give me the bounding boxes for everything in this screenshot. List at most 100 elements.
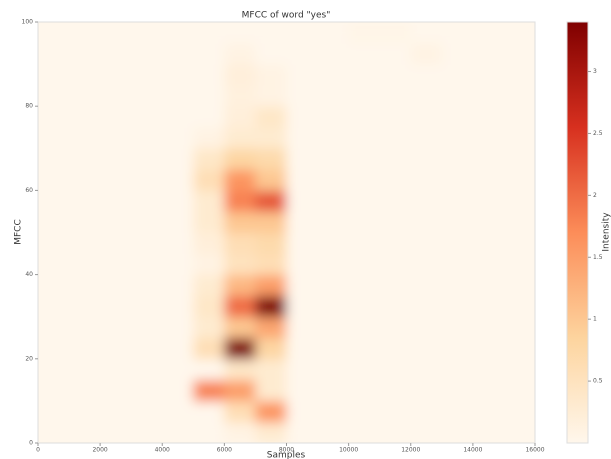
x-tick-label: 14000 <box>463 447 482 454</box>
heatmap-cell <box>100 127 132 149</box>
heatmap-cell <box>442 401 474 423</box>
heatmap-cell <box>69 64 101 86</box>
heatmap-cell <box>442 64 474 86</box>
heatmap-cell <box>38 64 70 86</box>
heatmap-cell <box>442 85 474 107</box>
heatmap-cell <box>411 275 443 297</box>
heatmap-cell <box>411 190 443 212</box>
heatmap-cell <box>287 338 319 360</box>
heatmap-cell <box>100 338 132 360</box>
heatmap-cell <box>69 338 101 360</box>
heatmap-cell <box>162 127 194 149</box>
heatmap-cell <box>224 22 256 44</box>
heatmap-cell <box>162 380 194 402</box>
heatmap-cell <box>131 254 163 276</box>
y-tick-label: 60 <box>25 187 33 194</box>
heatmap-cell <box>255 148 287 170</box>
heatmap-cell <box>442 190 474 212</box>
heatmap-cell <box>193 317 225 339</box>
heatmap-cell <box>162 422 194 444</box>
heatmap-cell <box>69 275 101 297</box>
heatmap-cell <box>193 254 225 276</box>
heatmap-cell <box>38 338 70 360</box>
colorbar-tick-label: 2 <box>593 192 597 199</box>
heatmap-cell <box>411 380 443 402</box>
heatmap-cell <box>100 380 132 402</box>
heatmap-cell <box>318 148 350 170</box>
heatmap-cell <box>442 43 474 65</box>
heatmap-cell <box>287 380 319 402</box>
heatmap-cell <box>131 233 163 255</box>
heatmap-cell <box>100 148 132 170</box>
heatmap-cell <box>162 359 194 381</box>
heatmap-cell <box>318 401 350 423</box>
heatmap-cell <box>318 275 350 297</box>
heatmap-cell <box>473 401 505 423</box>
heatmap-cell <box>162 169 194 191</box>
heatmap-cell <box>380 422 412 444</box>
heatmap-cell <box>504 317 536 339</box>
heatmap-cell <box>69 127 101 149</box>
y-tick-label: 0 <box>29 440 33 447</box>
x-tick-label: 4000 <box>155 447 170 454</box>
heatmap-cell <box>38 380 70 402</box>
heatmap-cell <box>255 422 287 444</box>
heatmap-cell <box>69 169 101 191</box>
heatmap-cell <box>224 359 256 381</box>
colorbar-tick-label: 0.5 <box>593 378 603 385</box>
heatmap-cell <box>349 275 381 297</box>
heatmap-cell <box>442 169 474 191</box>
x-tick-label: 8000 <box>279 447 294 454</box>
heatmap-cell <box>69 254 101 276</box>
heatmap-cell <box>131 169 163 191</box>
heatmap-cell <box>411 64 443 86</box>
heatmap-cell <box>380 64 412 86</box>
heatmap-cell <box>255 296 287 318</box>
heatmap-cell <box>473 211 505 233</box>
heatmap-cell <box>380 190 412 212</box>
heatmap-cell <box>255 401 287 423</box>
heatmap-cells <box>38 22 536 444</box>
heatmap-cell <box>193 190 225 212</box>
heatmap-cell <box>411 106 443 128</box>
heatmap-cell <box>349 254 381 276</box>
heatmap-cell <box>442 127 474 149</box>
heatmap-cell <box>473 338 505 360</box>
heatmap-cell <box>224 317 256 339</box>
heatmap-cell <box>38 317 70 339</box>
heatmap-cell <box>224 43 256 65</box>
heatmap-cell <box>224 106 256 128</box>
heatmap-cell <box>380 401 412 423</box>
heatmap-cell <box>38 127 70 149</box>
heatmap-cell <box>318 296 350 318</box>
heatmap-cell <box>162 64 194 86</box>
colorbar-tick-label: 2.5 <box>593 130 603 137</box>
colorbar-tick-label: 3 <box>593 68 597 75</box>
heatmap-cell <box>224 422 256 444</box>
heatmap-cell <box>380 106 412 128</box>
heatmap-cell <box>131 148 163 170</box>
heatmap-cell <box>473 169 505 191</box>
x-tick-label: 0 <box>36 447 40 454</box>
heatmap-cell <box>318 43 350 65</box>
heatmap-cell <box>100 43 132 65</box>
x-tick-label: 16000 <box>525 447 544 454</box>
heatmap-cell <box>442 338 474 360</box>
heatmap-cell <box>100 359 132 381</box>
heatmap-cell <box>193 296 225 318</box>
heatmap-cell <box>504 85 536 107</box>
heatmap-cell <box>442 22 474 44</box>
colorbar-label: Intensity <box>602 212 611 252</box>
heatmap-cell <box>224 64 256 86</box>
heatmap-cell <box>100 254 132 276</box>
heatmap-cell <box>131 190 163 212</box>
heatmap-cell <box>38 359 70 381</box>
heatmap-cell <box>287 85 319 107</box>
heatmap-cell <box>255 43 287 65</box>
heatmap-cell <box>255 338 287 360</box>
heatmap-cell <box>255 233 287 255</box>
heatmap-cell <box>349 190 381 212</box>
heatmap-cell <box>473 233 505 255</box>
heatmap-cell <box>380 317 412 339</box>
heatmap-cell <box>69 148 101 170</box>
